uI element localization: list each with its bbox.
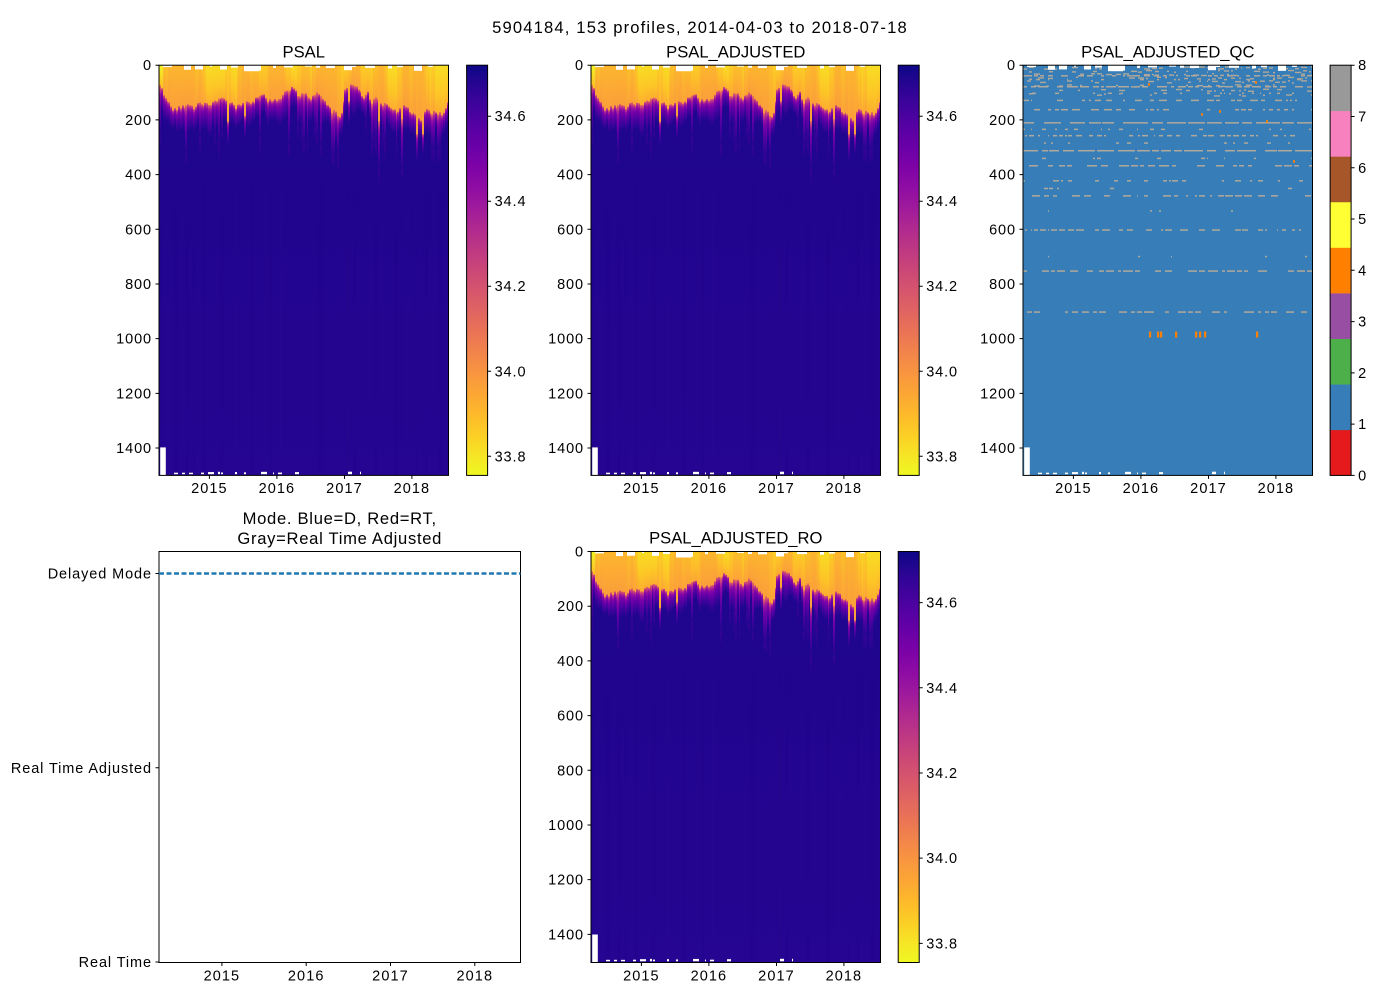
svg-text:2016: 2016 xyxy=(1123,481,1160,497)
svg-text:PSAL_ADJUSTED_QC: PSAL_ADJUSTED_QC xyxy=(1081,43,1254,62)
svg-text:2017: 2017 xyxy=(758,968,795,984)
svg-text:34.2: 34.2 xyxy=(926,766,958,782)
svg-text:2018: 2018 xyxy=(1258,481,1295,497)
svg-text:200: 200 xyxy=(557,113,584,129)
svg-text:2016: 2016 xyxy=(691,481,728,497)
svg-text:2018: 2018 xyxy=(826,481,863,497)
svg-text:2018: 2018 xyxy=(394,481,431,497)
svg-text:2017: 2017 xyxy=(1190,481,1227,497)
svg-text:2: 2 xyxy=(1358,366,1367,382)
svg-text:PSAL_ADJUSTED: PSAL_ADJUSTED xyxy=(666,43,805,62)
svg-text:5904184, 153 profiles, 2014-04: 5904184, 153 profiles, 2014-04-03 to 201… xyxy=(492,18,908,37)
svg-text:1400: 1400 xyxy=(548,441,584,457)
svg-text:Delayed Mode: Delayed Mode xyxy=(48,567,152,583)
svg-text:1000: 1000 xyxy=(116,332,152,348)
svg-text:2017: 2017 xyxy=(372,968,409,984)
svg-text:Gray=Real Time Adjusted: Gray=Real Time Adjusted xyxy=(237,529,442,548)
svg-text:4: 4 xyxy=(1358,263,1367,279)
svg-text:0: 0 xyxy=(575,58,584,74)
svg-text:2017: 2017 xyxy=(758,481,795,497)
svg-text:200: 200 xyxy=(125,113,152,129)
svg-text:2016: 2016 xyxy=(259,481,296,497)
svg-text:1000: 1000 xyxy=(548,818,584,834)
svg-text:Mode. Blue=D, Red=RT,: Mode. Blue=D, Red=RT, xyxy=(243,509,437,528)
svg-text:800: 800 xyxy=(557,277,584,293)
svg-text:34.0: 34.0 xyxy=(495,364,527,380)
svg-text:7: 7 xyxy=(1358,109,1367,125)
svg-text:8: 8 xyxy=(1358,58,1367,74)
svg-text:2015: 2015 xyxy=(191,481,228,497)
svg-text:200: 200 xyxy=(557,599,584,615)
svg-text:2017: 2017 xyxy=(326,481,363,497)
svg-text:1200: 1200 xyxy=(116,386,152,402)
svg-text:400: 400 xyxy=(125,168,152,184)
svg-text:2016: 2016 xyxy=(691,968,728,984)
svg-text:3: 3 xyxy=(1358,315,1367,331)
svg-text:600: 600 xyxy=(125,222,152,238)
svg-text:34.6: 34.6 xyxy=(926,109,958,125)
svg-text:1: 1 xyxy=(1358,417,1367,433)
svg-text:200: 200 xyxy=(989,113,1016,129)
svg-text:2016: 2016 xyxy=(288,968,325,984)
svg-text:34.4: 34.4 xyxy=(926,194,958,210)
svg-text:1200: 1200 xyxy=(548,873,584,889)
svg-text:800: 800 xyxy=(557,763,584,779)
svg-text:400: 400 xyxy=(989,168,1016,184)
svg-text:5: 5 xyxy=(1358,212,1367,228)
svg-text:34.4: 34.4 xyxy=(926,681,958,697)
svg-text:PSAL: PSAL xyxy=(283,43,325,62)
svg-text:800: 800 xyxy=(125,277,152,293)
svg-text:600: 600 xyxy=(557,709,584,725)
svg-text:34.0: 34.0 xyxy=(926,851,958,867)
svg-text:600: 600 xyxy=(989,222,1016,238)
svg-text:1200: 1200 xyxy=(548,386,584,402)
svg-text:1400: 1400 xyxy=(116,441,152,457)
svg-text:2015: 2015 xyxy=(1055,481,1092,497)
svg-text:33.8: 33.8 xyxy=(495,449,527,465)
svg-text:PSAL_ADJUSTED_RO: PSAL_ADJUSTED_RO xyxy=(649,529,822,548)
svg-text:400: 400 xyxy=(557,168,584,184)
svg-text:2015: 2015 xyxy=(623,968,660,984)
svg-text:400: 400 xyxy=(557,654,584,670)
svg-text:34.2: 34.2 xyxy=(926,279,958,295)
svg-text:800: 800 xyxy=(989,277,1016,293)
svg-text:1000: 1000 xyxy=(548,332,584,348)
svg-text:2018: 2018 xyxy=(826,968,863,984)
svg-text:1400: 1400 xyxy=(548,927,584,943)
svg-text:6: 6 xyxy=(1358,161,1367,177)
svg-text:1400: 1400 xyxy=(980,441,1016,457)
svg-text:34.6: 34.6 xyxy=(926,596,958,612)
svg-text:Real Time: Real Time xyxy=(79,955,152,971)
svg-text:0: 0 xyxy=(143,58,152,74)
svg-text:34.4: 34.4 xyxy=(495,194,527,210)
svg-text:2015: 2015 xyxy=(623,481,660,497)
svg-text:33.8: 33.8 xyxy=(926,449,958,465)
svg-text:34.0: 34.0 xyxy=(926,364,958,380)
svg-text:34.2: 34.2 xyxy=(495,279,527,295)
svg-text:1200: 1200 xyxy=(980,386,1016,402)
svg-text:Real Time Adjusted: Real Time Adjusted xyxy=(11,761,152,777)
svg-text:2015: 2015 xyxy=(204,968,241,984)
svg-text:0: 0 xyxy=(575,545,584,561)
svg-text:600: 600 xyxy=(557,222,584,238)
svg-text:33.8: 33.8 xyxy=(926,936,958,952)
svg-text:1000: 1000 xyxy=(980,332,1016,348)
svg-text:0: 0 xyxy=(1358,468,1367,484)
svg-text:0: 0 xyxy=(1007,58,1016,74)
svg-text:34.6: 34.6 xyxy=(495,109,527,125)
svg-text:2018: 2018 xyxy=(456,968,493,984)
